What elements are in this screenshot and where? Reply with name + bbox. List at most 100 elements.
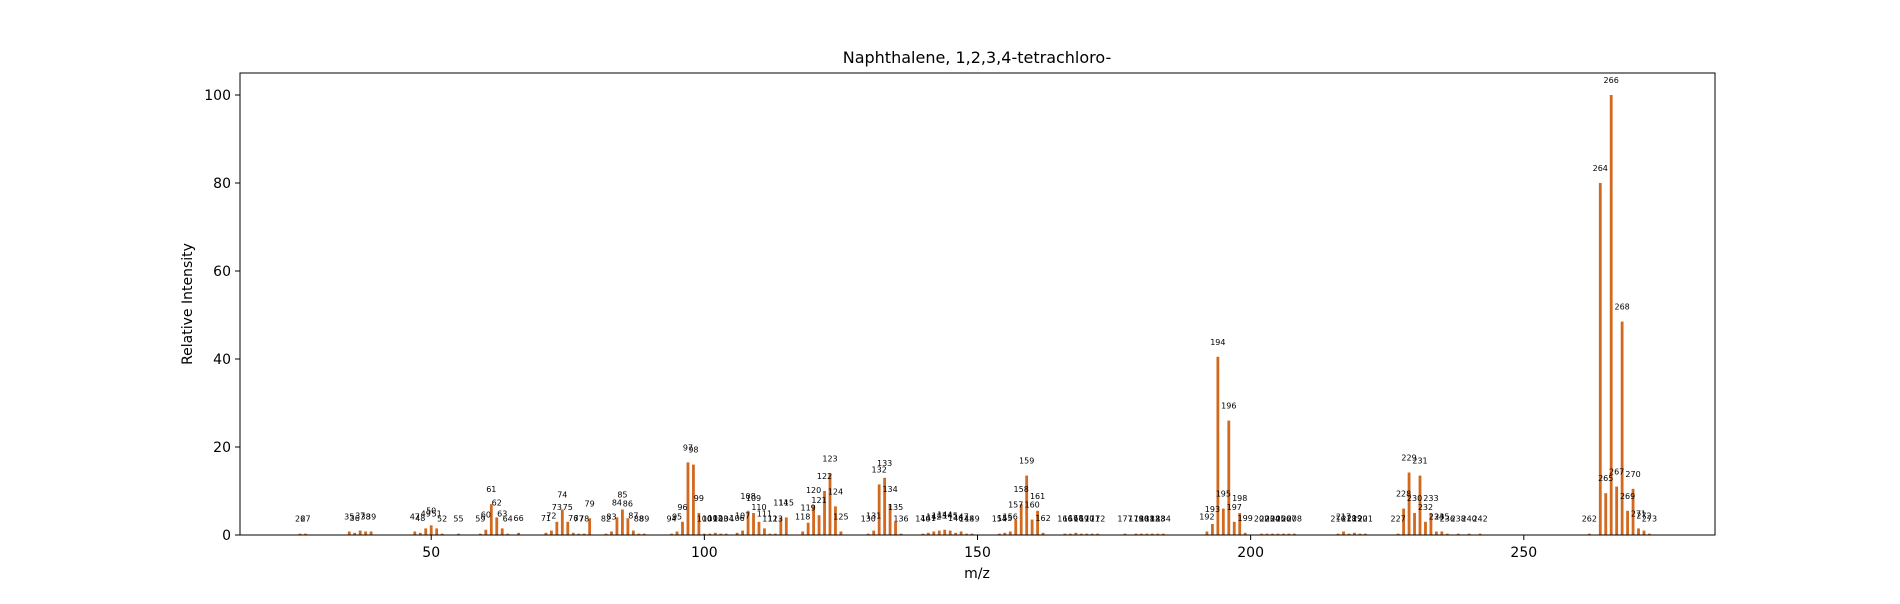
bar-mz-78 <box>582 533 586 535</box>
bar-mz-73 <box>555 521 559 535</box>
bar-mz-72 <box>549 530 553 535</box>
bar-mz-155 <box>1003 532 1007 535</box>
bar-mz-149 <box>970 533 974 535</box>
bar-mz-94 <box>670 533 673 535</box>
bar-mz-121 <box>817 515 821 535</box>
bar-mz-26 <box>298 533 302 535</box>
peak-label-mz-197: 197 <box>1227 503 1242 512</box>
bar-mz-193 <box>1211 524 1214 535</box>
peak-label-mz-196: 196 <box>1221 402 1236 411</box>
peak-label-mz-142: 142 <box>926 512 941 521</box>
peak-label-mz-158: 158 <box>1014 485 1029 494</box>
chart-title: Naphthalene, 1,2,3,4-tetrachloro- <box>843 48 1112 67</box>
peak-label-mz-66: 66 <box>514 514 524 523</box>
x-axis: 50 100 150 200 250 <box>422 535 1537 561</box>
peak-label-mz-167: 167 <box>1063 515 1078 524</box>
peak-label-mz-62: 62 <box>492 498 502 507</box>
bar-mz-154 <box>997 533 1001 535</box>
peak-label-mz-172: 172 <box>1090 515 1105 524</box>
bar-mz-143 <box>937 530 941 535</box>
peak-label-mz-204: 204 <box>1265 515 1280 524</box>
peak-label-mz-168: 168 <box>1068 514 1083 523</box>
bar-mz-66 <box>517 532 521 535</box>
bar-mz-181 <box>1145 533 1149 535</box>
x-tick-label: 250 <box>1510 545 1537 561</box>
peak-label-mz-207: 207 <box>1281 515 1296 524</box>
peak-label-mz-82: 82 <box>601 515 611 524</box>
bar-mz-74 <box>560 509 564 535</box>
peak-label-mz-266: 266 <box>1604 76 1619 85</box>
bar-mz-268 <box>1620 321 1624 535</box>
peak-label-mz-115: 115 <box>779 498 794 507</box>
bar-mz-35 <box>347 531 351 535</box>
bar-mz-262 <box>1587 533 1591 535</box>
peak-label-mz-192: 192 <box>1199 512 1214 521</box>
x-axis-label: m/z <box>964 566 990 582</box>
y-axis: 0 20 40 60 80 100 <box>204 88 240 544</box>
peak-label-mz-73: 73 <box>552 503 562 512</box>
peak-label-mz-232: 232 <box>1418 503 1433 512</box>
peak-label-mz-231: 231 <box>1412 457 1427 466</box>
bar-mz-59 <box>478 533 482 535</box>
peak-label-mz-220: 220 <box>1352 515 1367 524</box>
peak-label-mz-162: 162 <box>1035 514 1050 523</box>
bar-mz-270 <box>1631 488 1635 535</box>
peak-label-mz-87: 87 <box>628 512 638 521</box>
bar-mz-166 <box>1063 533 1067 535</box>
peak-label-mz-183: 183 <box>1150 515 1165 524</box>
bar-mz-39 <box>369 531 373 535</box>
peak-label-mz-37: 37 <box>355 512 365 521</box>
peak-label-mz-35: 35 <box>344 512 354 521</box>
bar-mz-36 <box>353 532 357 535</box>
peak-label-mz-98: 98 <box>688 446 698 455</box>
peak-label-mz-177: 177 <box>1117 515 1132 524</box>
peak-label-mz-180: 180 <box>1134 515 1149 524</box>
peak-label-mz-268: 268 <box>1614 303 1629 312</box>
bar-mz-208 <box>1292 533 1296 535</box>
bar-mz-230 <box>1413 513 1416 535</box>
bar-mz-221 <box>1363 533 1367 535</box>
bar-mz-242 <box>1478 533 1482 535</box>
bar-mz-118 <box>801 531 805 535</box>
peak-label-mz-194: 194 <box>1210 338 1225 347</box>
bar-mz-229 <box>1407 472 1411 535</box>
peak-label-mz-26: 26 <box>295 515 305 524</box>
peak-label-mz-154: 154 <box>992 515 1007 524</box>
bar-mz-207 <box>1287 533 1291 535</box>
bar-mz-182 <box>1150 533 1154 535</box>
bar-mz-216 <box>1336 533 1340 535</box>
peak-label-mz-144: 144 <box>937 511 952 520</box>
bar-mz-202 <box>1260 533 1263 535</box>
peak-label-mz-99: 99 <box>694 494 704 503</box>
bar-mz-183 <box>1156 533 1160 535</box>
peak-label-mz-85: 85 <box>617 490 627 499</box>
x-tick-label: 100 <box>691 545 718 561</box>
bar-mz-111 <box>763 528 766 535</box>
peak-label-mz-193: 193 <box>1205 505 1220 514</box>
bar-mz-136 <box>899 533 903 535</box>
bar-mz-197 <box>1232 521 1236 535</box>
bar-mz-233 <box>1429 513 1433 535</box>
peak-label-mz-50: 50 <box>426 506 436 515</box>
peak-label-mz-101: 101 <box>702 515 717 524</box>
bar-mz-271 <box>1637 528 1640 535</box>
bar-mz-61 <box>489 504 493 535</box>
peak-label-mz-169: 169 <box>1074 515 1089 524</box>
bar-mz-133 <box>883 477 887 535</box>
bar-mz-109 <box>752 513 755 535</box>
peak-label-mz-71: 71 <box>541 514 551 523</box>
peak-label-mz-118: 118 <box>795 512 810 521</box>
peak-label-mz-145: 145 <box>943 512 958 521</box>
bar-mz-264 <box>1598 183 1602 535</box>
bar-mz-240 <box>1467 533 1471 535</box>
bar-mz-84 <box>615 517 619 535</box>
bar-mz-71 <box>544 532 548 535</box>
bar-mz-184 <box>1161 533 1165 535</box>
bar-mz-238 <box>1456 533 1460 535</box>
bar-mz-27 <box>304 533 307 535</box>
bar-mz-119 <box>806 522 810 535</box>
peak-label-mz-155: 155 <box>997 514 1012 523</box>
peak-label-mz-38: 38 <box>361 512 371 521</box>
bar-mz-272 <box>1642 530 1646 535</box>
